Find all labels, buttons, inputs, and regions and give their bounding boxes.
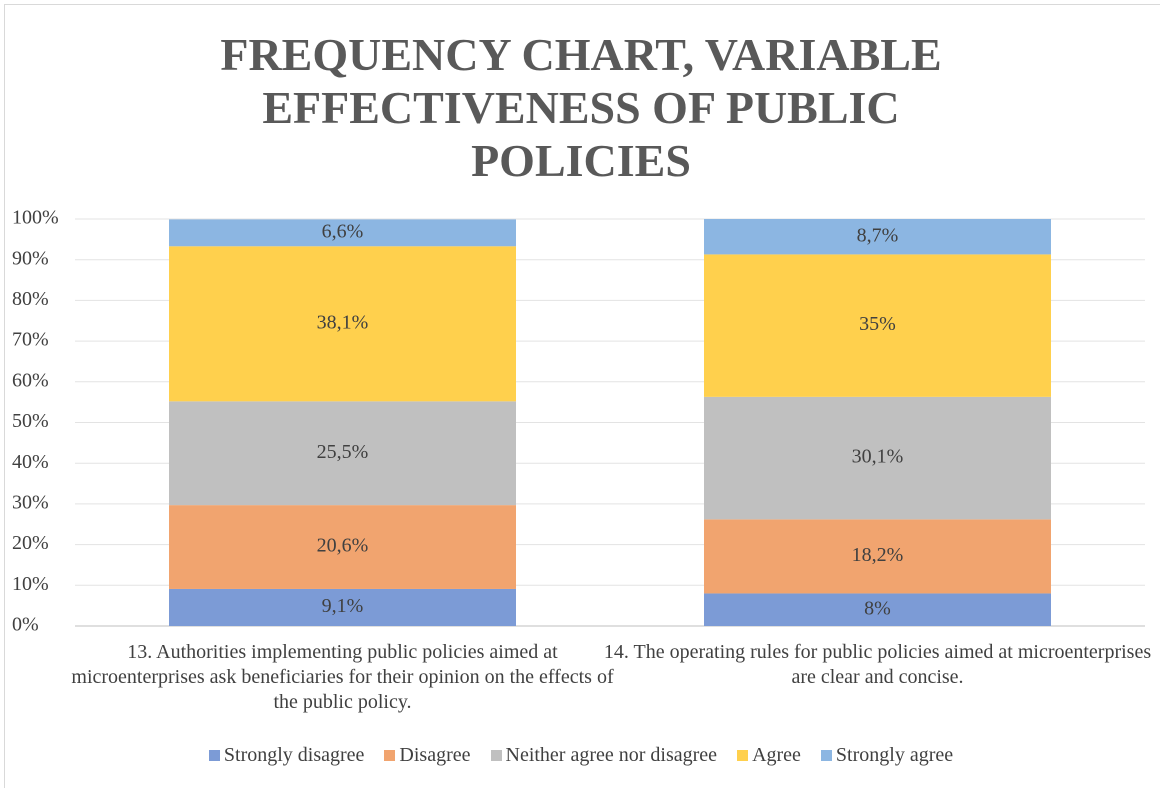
legend-item: Neither agree nor disagree <box>490 744 718 767</box>
y-tick-label: 100% <box>12 207 59 229</box>
legend-item: Agree <box>737 744 801 767</box>
data-label: 8% <box>864 597 891 619</box>
bar-segment <box>704 219 1051 255</box>
y-tick-label: 90% <box>12 247 49 269</box>
data-label: 8,7% <box>857 224 899 246</box>
data-label: 9,1% <box>322 595 364 617</box>
data-label: 6,6% <box>322 220 364 242</box>
bar-segment <box>704 396 1051 520</box>
legend-item: Disagree <box>384 744 471 767</box>
legend-swatch <box>820 750 832 761</box>
y-tick-label: 60% <box>12 369 49 391</box>
data-label: 30,1% <box>852 446 904 468</box>
legend: Strongly disagree Disagree Neither agree n… <box>0 744 1162 767</box>
y-tick-label: 10% <box>12 573 49 595</box>
bar-segment <box>704 254 1051 397</box>
data-label: 20,6% <box>317 535 369 557</box>
data-label: 25,5% <box>317 441 369 463</box>
bar-segment <box>704 593 1051 626</box>
x-tick-label: 14. The operating rules for public polic… <box>603 641 1152 688</box>
legend-swatch <box>384 750 396 761</box>
legend-swatch <box>737 750 749 761</box>
data-label: 38,1% <box>317 311 369 333</box>
y-tick-label: 40% <box>12 451 49 473</box>
legend-label: Neither agree nor disagree <box>505 744 718 766</box>
bar-segment <box>169 246 516 402</box>
legend-item: Strongly agree <box>820 744 954 767</box>
chart-title: FREQUENCY CHART, VARIABLE EFFECTIVENESS … <box>220 29 942 186</box>
legend-label: Disagree <box>399 744 471 766</box>
legend-item: Strongly disagree <box>208 744 365 767</box>
bar-segment <box>169 588 516 626</box>
y-tick-label: 70% <box>12 329 49 351</box>
y-tick-label: 20% <box>12 532 49 554</box>
legend-swatch <box>208 750 220 761</box>
y-tick-label: 0% <box>12 614 39 636</box>
data-label: 35% <box>859 313 896 335</box>
y-tick-label: 80% <box>12 288 49 310</box>
data-label: 18,2% <box>852 544 904 566</box>
legend-label: Agree <box>752 744 801 766</box>
legend-label: Strongly disagree <box>223 744 365 766</box>
bar-segment <box>169 505 516 589</box>
bar-segment <box>704 519 1051 594</box>
y-tick-label: 30% <box>12 491 49 513</box>
bar-segment <box>169 219 516 247</box>
bar-segment <box>169 401 516 506</box>
legend-label: Strongly agree <box>835 744 954 766</box>
x-tick-label: 13. Authorities implementing public poli… <box>71 641 614 713</box>
chart-frame <box>4 4 1160 788</box>
y-tick-label: 50% <box>12 410 49 432</box>
legend-swatch <box>490 750 502 761</box>
